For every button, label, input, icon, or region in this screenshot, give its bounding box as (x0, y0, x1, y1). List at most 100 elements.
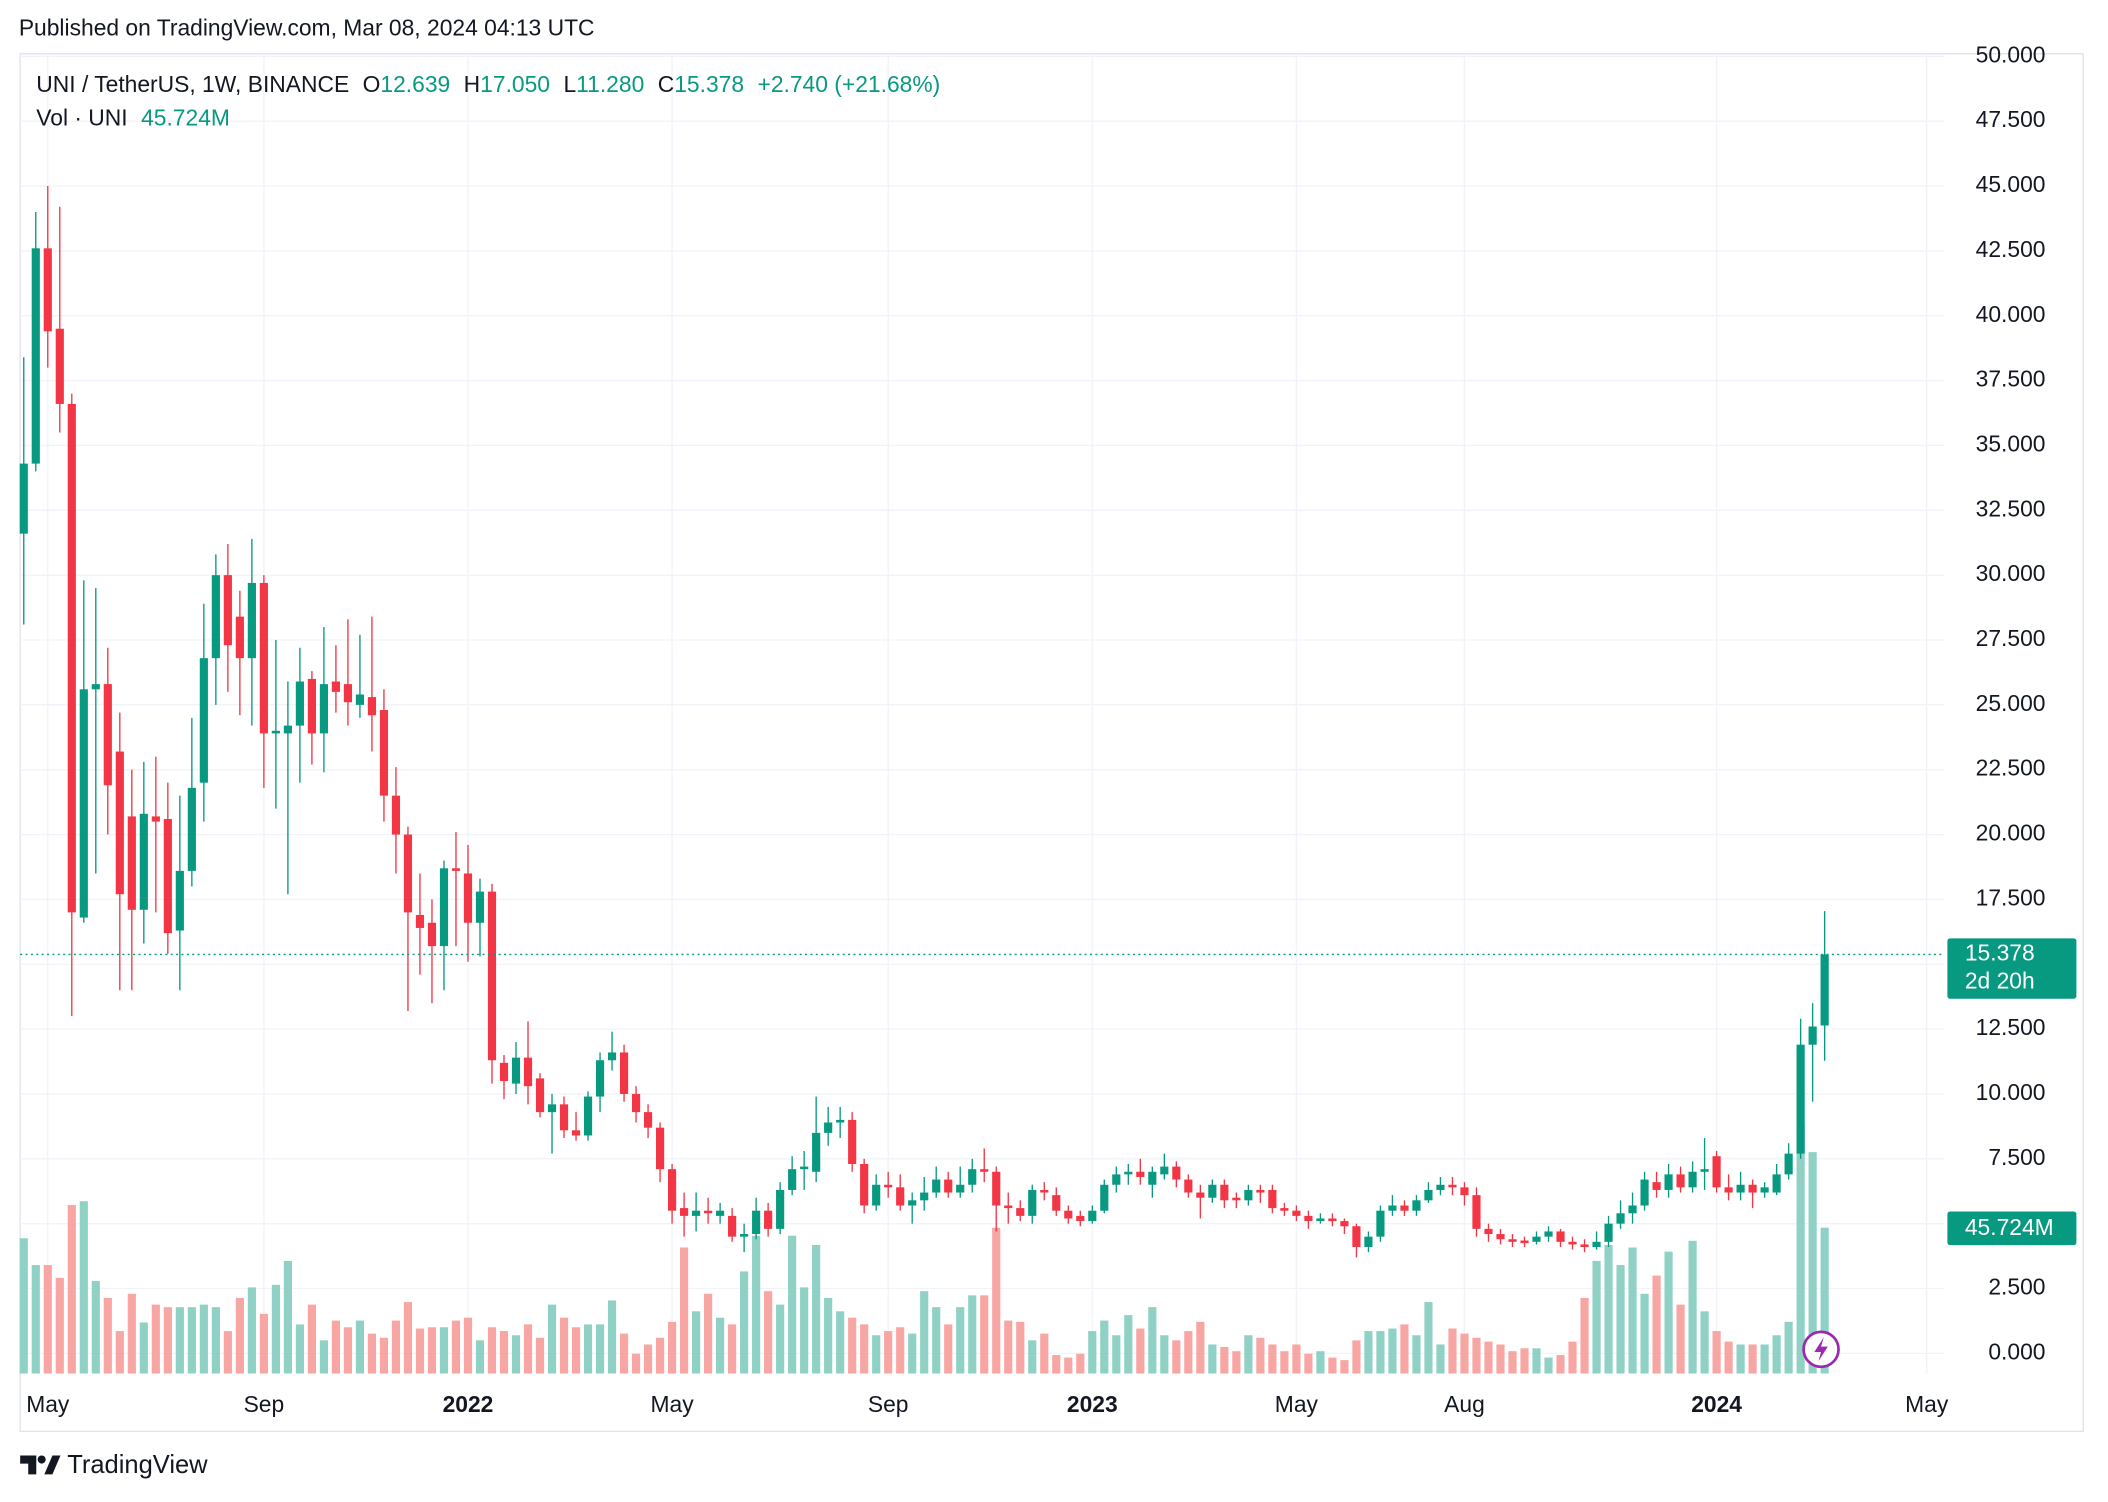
volume-bar (1124, 1315, 1133, 1374)
volume-bar (1556, 1355, 1565, 1374)
y-tick-label: 47.500 (1976, 106, 2046, 132)
candle-body (439, 868, 449, 947)
candle-body (1244, 1189, 1253, 1201)
volume-bar (1076, 1353, 1085, 1374)
candle-body (1724, 1187, 1733, 1193)
candle-body (535, 1078, 545, 1113)
candle-body (824, 1122, 833, 1133)
x-tick-label: May (1905, 1391, 1949, 1417)
volume-bar (583, 1324, 593, 1374)
candle-body (1508, 1239, 1517, 1242)
volume-bar (1760, 1344, 1769, 1374)
volume-bar (1712, 1331, 1721, 1374)
legend-close-label: C (658, 71, 674, 97)
volume-bar (115, 1331, 124, 1374)
candle-body (139, 813, 148, 910)
x-tick-label: 2022 (443, 1391, 494, 1417)
volume-bar (295, 1324, 304, 1374)
candle-body (163, 818, 172, 934)
candle-body (1352, 1226, 1361, 1248)
candle-body (992, 1171, 1001, 1206)
candle-body (1160, 1166, 1169, 1175)
candle-body (752, 1210, 761, 1235)
x-tick-label: May (651, 1391, 695, 1417)
candle-body (860, 1163, 869, 1206)
volume-bar (692, 1311, 701, 1374)
volume-bar (1820, 1227, 1829, 1374)
candle-body (1364, 1236, 1373, 1248)
y-tick-label: 22.500 (1976, 755, 2046, 781)
volume-bar (800, 1287, 809, 1374)
candle-body (836, 1119, 845, 1123)
candle-body (607, 1052, 617, 1061)
volume-bar (1736, 1344, 1745, 1374)
candle-body (1544, 1231, 1553, 1237)
volume-bar (439, 1327, 449, 1374)
volume-bar (199, 1304, 208, 1374)
candle-body (295, 681, 304, 726)
legend-line: UNI / TetherUS, 1W, BINANCE O12.639 H17.05… (36, 71, 940, 97)
candle-body (1052, 1195, 1061, 1211)
volume-bar (127, 1293, 136, 1374)
volume-bar (896, 1327, 905, 1374)
candle-body (415, 914, 425, 928)
volume-bar (211, 1307, 220, 1374)
candle-layer (19, 186, 1829, 1258)
y-tick-label: 35.000 (1976, 430, 2046, 456)
volume-bar (776, 1304, 785, 1374)
volume-bar (151, 1304, 160, 1374)
candle-body (511, 1057, 521, 1084)
volume-bar (1004, 1320, 1013, 1374)
y-tick-label: 7.500 (1988, 1144, 2045, 1170)
candle-body (223, 575, 232, 646)
candle-body (199, 658, 208, 783)
volume-bar (1160, 1335, 1169, 1374)
candle-body (1388, 1205, 1397, 1211)
candle-body (583, 1096, 593, 1136)
y-tick-label: 32.500 (1976, 495, 2046, 521)
candle-body (1808, 1026, 1817, 1045)
volume-bar (1244, 1335, 1253, 1374)
volume-bar (860, 1324, 869, 1374)
candle-body (1652, 1182, 1661, 1190)
volume-bar (1388, 1328, 1397, 1374)
candle-body (1580, 1244, 1589, 1248)
volume-bar (403, 1302, 413, 1374)
candle-body (1064, 1210, 1073, 1219)
volume-bar (1364, 1331, 1373, 1374)
volume-bar (1184, 1331, 1193, 1374)
candle-body (1088, 1210, 1097, 1222)
volume-bar (1628, 1247, 1637, 1374)
volume-bar (1028, 1340, 1037, 1374)
candle-body (523, 1057, 533, 1087)
volume-bar (1040, 1333, 1049, 1374)
candle-body (547, 1104, 557, 1113)
candle-body (463, 873, 473, 923)
candle-body (1628, 1205, 1637, 1214)
candle-body (427, 922, 437, 947)
volume-bar (884, 1331, 893, 1374)
volume-bar (1496, 1344, 1505, 1374)
candle-body (1604, 1223, 1613, 1242)
volume-bar (1520, 1348, 1529, 1374)
volume-bar (1784, 1321, 1793, 1374)
volume-bar (728, 1324, 737, 1374)
volume-bar (19, 1238, 28, 1374)
volume-bar (848, 1317, 857, 1374)
candle-body (1820, 954, 1829, 1026)
candle-body (1424, 1189, 1433, 1201)
candle-body (908, 1200, 917, 1206)
volume-bar (680, 1247, 689, 1374)
volume-bar (463, 1317, 473, 1374)
volume-bar (1280, 1351, 1289, 1374)
candle-body (1796, 1044, 1805, 1154)
y-tick-label: 30.000 (1976, 560, 2046, 586)
candle-body (391, 795, 401, 835)
volume-bar (1220, 1347, 1229, 1374)
volume-bar (1256, 1337, 1265, 1374)
volume-bar (1400, 1324, 1409, 1374)
volume-bar (1664, 1251, 1673, 1374)
candle-body (91, 684, 100, 690)
volume-bar (764, 1291, 773, 1374)
volume-bar (1592, 1260, 1601, 1374)
